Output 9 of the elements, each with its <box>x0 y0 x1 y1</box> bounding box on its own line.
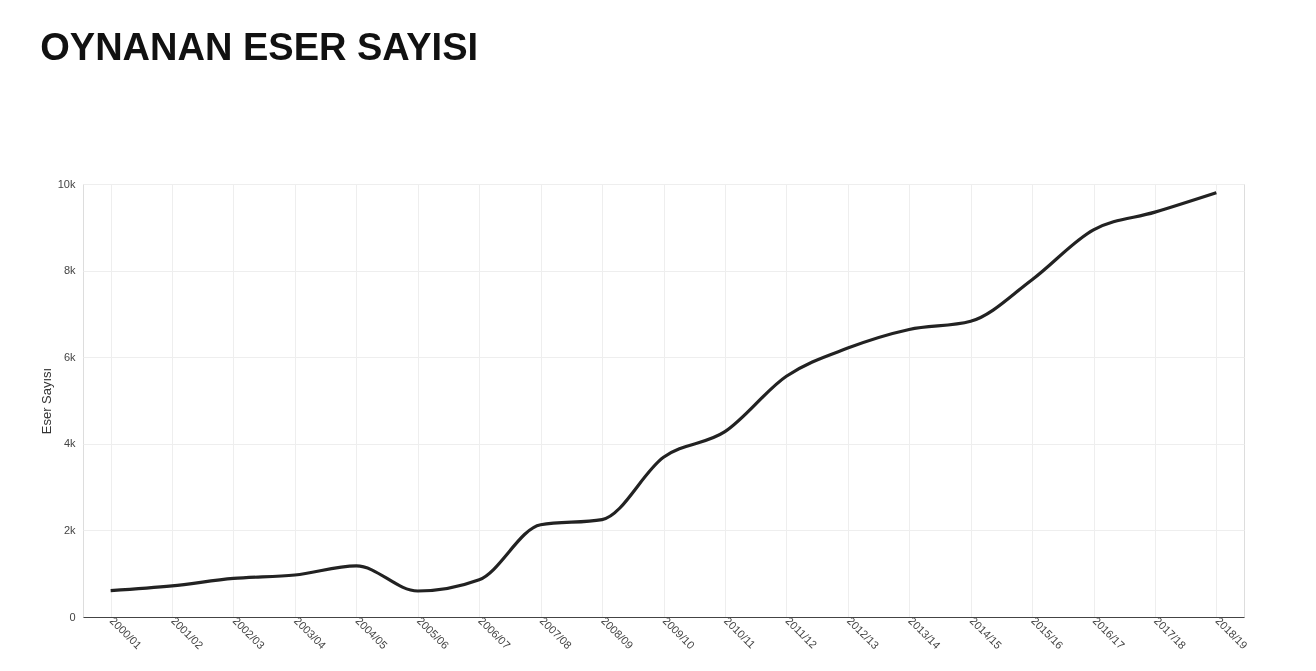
y-tick-label: 2k <box>63 523 76 536</box>
y-axis-title: Eser Sayısı <box>38 367 54 435</box>
y-tick-label: 8k <box>63 264 76 277</box>
y-tick-label: 10k <box>57 177 76 190</box>
y-tick-label: 6k <box>63 350 76 363</box>
chart-title: OYNANAN ESER SAYISI <box>40 26 479 68</box>
y-tick-label: 0 <box>69 610 76 623</box>
y-tick-label: 4k <box>63 437 76 450</box>
line-series <box>109 191 1218 593</box>
